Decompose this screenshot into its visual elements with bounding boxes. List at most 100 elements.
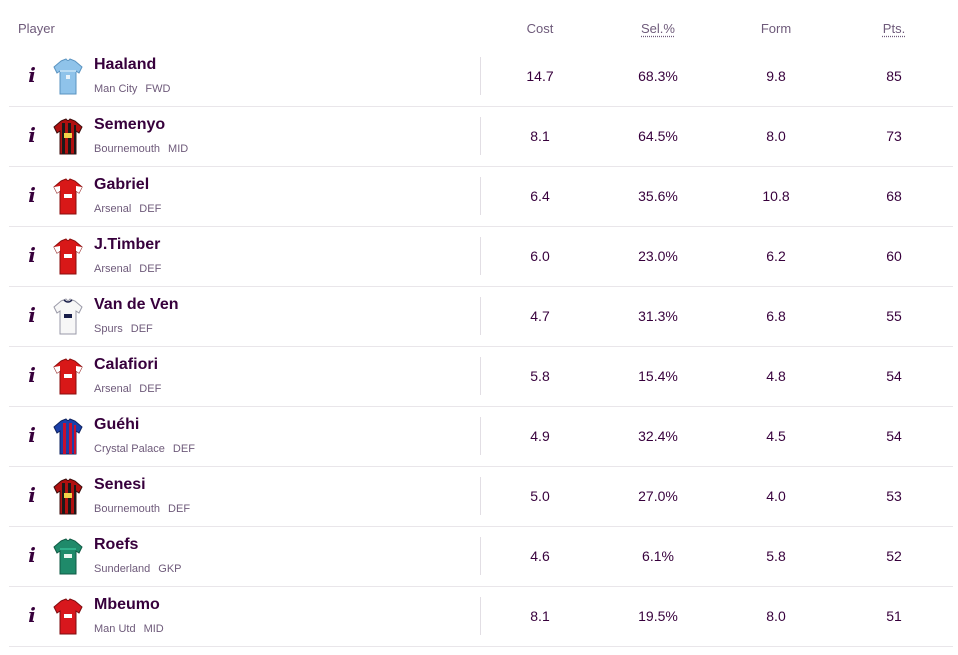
player-points: 68 [886, 188, 902, 204]
header-form[interactable]: Form [760, 21, 792, 36]
shirt-icon [53, 357, 83, 395]
player-team: Arsenal [94, 263, 132, 275]
player-team: Man City [94, 83, 138, 95]
player-position: DEF [172, 443, 195, 455]
player-row[interactable]: i Roefs Sunderland GKP 4.6 6.1% 5.8 52 [9, 527, 953, 587]
player-points: 55 [886, 308, 902, 324]
info-icon[interactable]: i [28, 603, 36, 627]
player-row[interactable]: i J.Timber Arsenal DEF 6.0 23.0% 6.2 60 [9, 227, 953, 287]
player-name[interactable]: Roefs [94, 536, 139, 553]
player-cost: 8.1 [530, 608, 550, 624]
player-cost: 5.8 [530, 368, 550, 384]
player-form: 6.8 [766, 308, 786, 324]
player-row[interactable]: i Haaland Man City FWD 14.7 68.3% 9.8 85 [9, 47, 953, 107]
player-name[interactable]: Haaland [94, 56, 157, 73]
player-cost: 6.4 [530, 188, 550, 204]
shirt-icon [53, 537, 83, 575]
player-position: DEF [130, 323, 153, 335]
player-name[interactable]: Semenyo [94, 116, 166, 133]
player-team: Bournemouth [94, 143, 161, 155]
player-meta: Arsenal DEF [94, 263, 161, 275]
player-points: 52 [886, 548, 902, 564]
shirt-icon [53, 297, 83, 335]
player-form: 9.8 [766, 68, 786, 84]
row-divider [480, 477, 481, 515]
player-points: 53 [886, 488, 902, 504]
player-meta: Arsenal DEF [94, 383, 161, 395]
player-selected-percent: 15.4% [638, 368, 678, 384]
player-row[interactable]: i Calafiori Arsenal DEF 5.8 15.4% 4.8 54 [9, 347, 953, 407]
player-row[interactable]: i Semenyo Bournemouth MID 8.1 64.5% 8.0 73 [9, 107, 953, 167]
info-icon[interactable]: i [28, 63, 36, 87]
header-points[interactable]: Pts. [882, 21, 906, 36]
info-icon[interactable]: i [28, 123, 36, 147]
player-name[interactable]: Mbeumo [94, 596, 160, 613]
row-divider [480, 57, 481, 95]
player-team: Crystal Palace [94, 443, 165, 455]
row-divider [480, 417, 481, 455]
player-selected-percent: 68.3% [638, 68, 678, 84]
player-form: 8.0 [766, 128, 786, 144]
player-form: 10.8 [762, 188, 790, 204]
player-selected-percent: 19.5% [638, 608, 678, 624]
shirt-icon [53, 57, 83, 95]
player-points: 73 [886, 128, 902, 144]
info-icon[interactable]: i [28, 543, 36, 567]
player-rows: i Haaland Man City FWD 14.7 68.3% 9.8 85 i Semeny… [0, 47, 958, 647]
info-icon[interactable]: i [28, 183, 36, 207]
player-position: MID [168, 143, 189, 155]
info-icon[interactable]: i [28, 303, 36, 327]
player-name[interactable]: Senesi [94, 476, 146, 493]
row-divider [480, 357, 481, 395]
row-divider [480, 297, 481, 335]
player-name[interactable]: Calafiori [94, 356, 159, 373]
player-position: GKP [158, 563, 182, 575]
shirt-icon [53, 417, 83, 455]
player-position: MID [143, 623, 164, 635]
player-meta: Arsenal DEF [94, 203, 161, 215]
player-name[interactable]: Guéhi [94, 416, 140, 433]
info-icon[interactable]: i [28, 423, 36, 447]
player-selected-percent: 6.1% [642, 548, 674, 564]
header-player[interactable]: Player [18, 21, 55, 36]
player-meta: Sunderland GKP [94, 563, 182, 575]
header-cost[interactable]: Cost [526, 21, 554, 36]
player-name[interactable]: J.Timber [94, 236, 161, 253]
player-row[interactable]: i Gabriel Arsenal DEF 6.4 35.6% 10.8 68 [9, 167, 953, 227]
shirt-icon [53, 237, 83, 275]
row-divider [480, 597, 481, 635]
player-row[interactable]: i Guéhi Crystal Palace DEF 4.9 32.4% 4.5 54 [9, 407, 953, 467]
info-icon[interactable]: i [28, 483, 36, 507]
info-icon[interactable]: i [28, 363, 36, 387]
player-team: Sunderland [94, 563, 151, 575]
player-points: 54 [886, 368, 902, 384]
player-team: Man Utd [94, 623, 136, 635]
player-cost: 4.9 [530, 428, 550, 444]
player-meta: Man City FWD [94, 83, 170, 95]
player-cost: 8.1 [530, 128, 550, 144]
info-icon[interactable]: i [28, 243, 36, 267]
row-divider [480, 177, 481, 215]
player-name[interactable]: Gabriel [94, 176, 150, 193]
player-row[interactable]: i Van de Ven Spurs DEF 4.7 31.3% 6.8 55 [9, 287, 953, 347]
player-selected-percent: 23.0% [638, 248, 678, 264]
player-selected-percent: 64.5% [638, 128, 678, 144]
player-position: DEF [139, 203, 162, 215]
player-position: DEF [139, 383, 162, 395]
shirt-icon [53, 597, 83, 635]
player-meta: Spurs DEF [94, 323, 153, 335]
player-name[interactable]: Van de Ven [94, 296, 179, 313]
player-team: Spurs [94, 323, 123, 335]
player-selected-percent: 27.0% [638, 488, 678, 504]
player-cost: 4.6 [530, 548, 550, 564]
player-form: 6.2 [766, 248, 786, 264]
shirt-icon [53, 117, 83, 155]
header-selected-percent[interactable]: Sel.% [641, 21, 675, 36]
player-form: 4.5 [766, 428, 786, 444]
player-row[interactable]: i Senesi Bournemouth DEF 5.0 27.0% 4.0 53 [9, 467, 953, 527]
shirt-icon [53, 477, 83, 515]
player-meta: Bournemouth MID [94, 143, 188, 155]
player-row[interactable]: i Mbeumo Man Utd MID 8.1 19.5% 8.0 51 [9, 587, 953, 647]
player-form: 4.0 [766, 488, 786, 504]
